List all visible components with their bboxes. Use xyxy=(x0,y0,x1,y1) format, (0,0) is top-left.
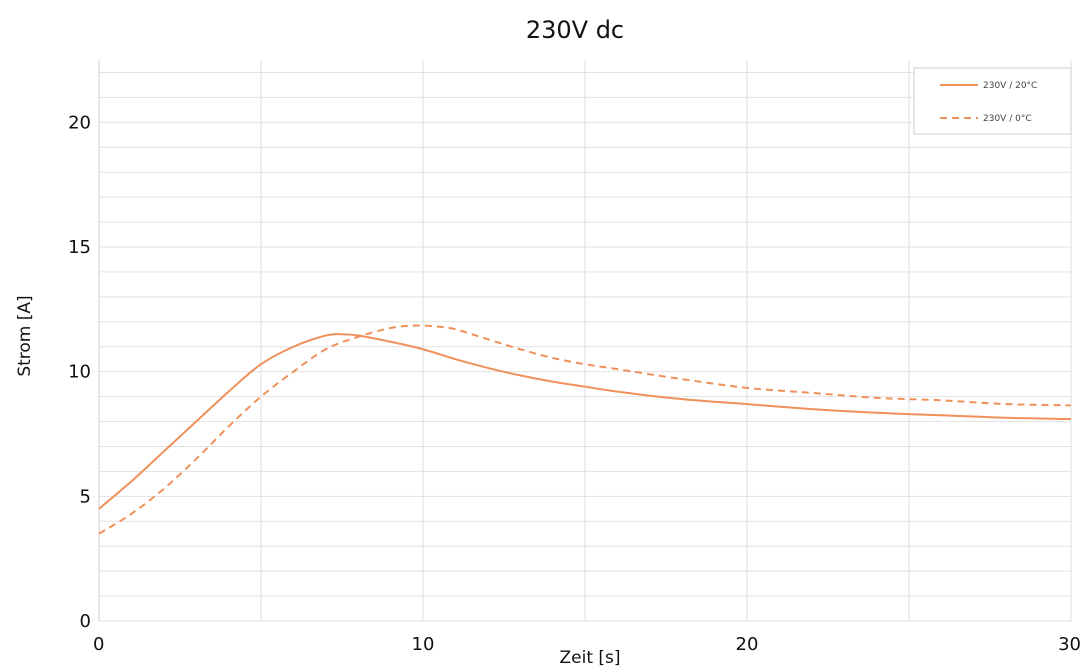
grid xyxy=(98,60,1072,622)
y-tick-label: 5 xyxy=(80,486,91,507)
legend-label-series-2: 230V / 0°C xyxy=(983,114,1032,124)
y-axis-label: Strom [A] xyxy=(15,295,35,376)
series-line-2 xyxy=(98,324,1072,535)
x-tick-label: 0 xyxy=(93,634,104,655)
legend: 230V / 20°C 230V / 0°C xyxy=(913,67,1072,135)
y-tick-label: 0 xyxy=(80,611,91,632)
y-tick-label: 20 xyxy=(68,112,91,133)
legend-label-series-1: 230V / 20°C xyxy=(983,81,1037,91)
tick-labels: 0 5 10 15 20 0 10 20 30 xyxy=(68,112,1081,655)
legend-box xyxy=(913,67,1072,135)
x-axis-label: Zeit [s] xyxy=(559,648,620,668)
x-tick-label: 20 xyxy=(736,634,759,655)
y-tick-label: 15 xyxy=(68,237,91,258)
chart-title: 230V dc xyxy=(526,16,624,44)
y-tick-label: 10 xyxy=(68,362,91,383)
x-tick-label: 10 xyxy=(412,634,435,655)
series-layer xyxy=(98,324,1072,535)
series-line-1 xyxy=(98,333,1072,510)
x-tick-label: 30 xyxy=(1058,634,1081,655)
